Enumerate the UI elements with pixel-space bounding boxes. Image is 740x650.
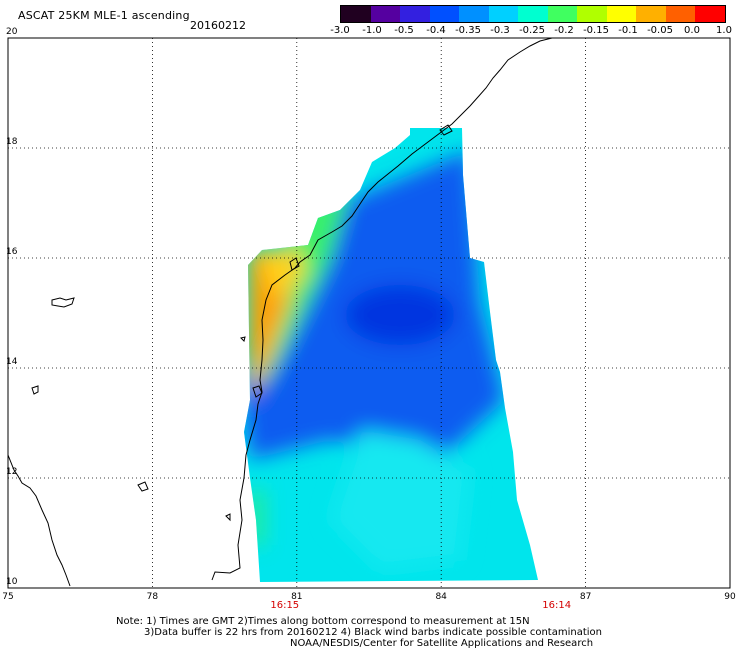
color-scale-label: -0.1 [618, 25, 638, 36]
coast-islet-mid [240, 336, 246, 342]
lake-outline [31, 385, 39, 395]
color-scale-segment [695, 6, 725, 22]
color-scale-segment [577, 6, 607, 22]
reservoir-outline [137, 481, 149, 492]
color-scale-label: -3.0 [330, 25, 350, 36]
coastline-west-india [8, 454, 71, 587]
color-scale-segment [429, 6, 460, 22]
color-scale-label: -0.2 [554, 25, 574, 36]
latitude-label: 14 [6, 357, 18, 367]
color-scale-label: -0.35 [455, 25, 481, 36]
coastline-group [8, 38, 554, 587]
map-frame [7, 37, 731, 589]
color-scale-segment [400, 6, 430, 22]
color-scale-bar [340, 5, 726, 23]
longitude-label: 90 [724, 592, 736, 602]
color-scale-segment [459, 6, 489, 22]
longitude-label: 81 [291, 592, 303, 602]
color-scale-label: -0.3 [490, 25, 510, 36]
color-scale-segment [636, 6, 666, 22]
ascat-swath [244, 128, 538, 582]
color-scale-label: -0.5 [394, 25, 414, 36]
color-scale-label: -0.15 [583, 25, 609, 36]
longitude-label: 75 [2, 592, 14, 602]
color-scale-labels: -3.0 -1.0 -0.5 -0.4 -0.35 -0.3 -0.25 -0.2 -0.15-… [330, 25, 734, 39]
note-line-2: 3)Data buffer is 22 hrs from 20160212 4)… [144, 627, 602, 638]
pass-time-label: 16:15 [270, 600, 300, 611]
swath-green-south [252, 490, 262, 545]
color-scale-label: -0.25 [519, 25, 545, 36]
color-scale-label: -1.0 [362, 25, 382, 36]
product-date: 20160212 [190, 19, 246, 32]
latitude-label: 16 [6, 247, 18, 257]
product-title: ASCAT 25KM MLE-1 ascending [18, 9, 190, 22]
pass-time-label: 16:14 [542, 600, 572, 611]
color-scale-label: -0.05 [647, 25, 673, 36]
color-scale-segment [488, 6, 519, 22]
note-line-3: NOAA/NESDIS/Center for Satellite Applica… [290, 638, 594, 649]
kolleru-lake-outline [289, 257, 300, 271]
swath-green-band [258, 190, 350, 390]
swath-cyan-south [330, 430, 470, 570]
latitude-label: 20 [6, 27, 18, 37]
swath-deep-blue-core [345, 285, 455, 345]
color-scale-segment [665, 6, 696, 22]
latitude-label: 18 [6, 137, 18, 147]
color-scale-segment [606, 6, 637, 22]
coastline-east-india [211, 38, 554, 581]
color-scale-segment [518, 6, 548, 22]
coast-islet-south [225, 513, 231, 522]
color-scale-label: -0.4 [426, 25, 446, 36]
latitude-label: 12 [6, 467, 18, 477]
island-outline-west [51, 297, 75, 308]
lat-lon-grid [8, 38, 730, 588]
chilika-lake-outline [439, 124, 453, 136]
color-scale-segment [341, 6, 371, 22]
longitude-label: 87 [579, 592, 592, 602]
longitude-label: 78 [146, 592, 159, 602]
color-scale-label: 1.0 [716, 25, 732, 36]
note-line-1: Note: 1) Times are GMT 2)Times along bot… [116, 616, 530, 627]
latitude-label: 10 [6, 577, 18, 587]
longitude-label: 84 [435, 592, 447, 602]
color-scale-label: 0.0 [684, 25, 700, 36]
color-scale-segment [547, 6, 578, 22]
color-scale-segment [370, 6, 401, 22]
pulicat-lake-outline [252, 385, 263, 398]
swath-yellow-patch [258, 250, 305, 300]
